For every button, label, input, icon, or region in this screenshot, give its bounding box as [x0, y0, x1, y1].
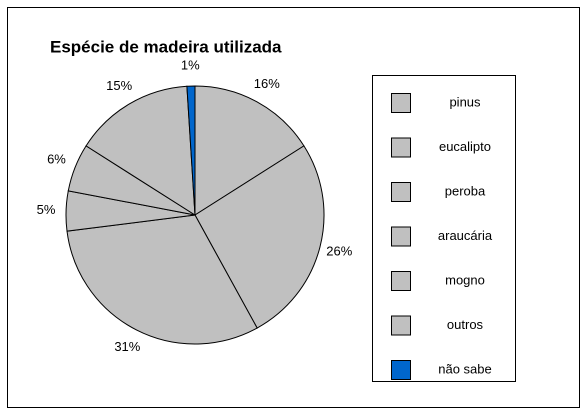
legend-swatch [391, 137, 411, 158]
legend-label: eucalipto [439, 139, 491, 154]
pie-slice [186, 85, 196, 216]
chart-title: Espécie de madeira utilizada [50, 37, 282, 56]
legend-label: outros [447, 317, 484, 332]
pie-slice [194, 145, 325, 329]
legend-swatch [391, 93, 411, 113]
legend-label: pinus [449, 94, 481, 109]
legend-swatch [391, 182, 411, 202]
legend-swatch [391, 315, 411, 336]
data-label: 5% [37, 202, 56, 217]
data-label: 16% [254, 76, 280, 91]
legend-label: peroba [445, 183, 486, 198]
legend-label: mogno [445, 272, 485, 287]
legend-swatch [391, 360, 411, 380]
data-label: 31% [114, 339, 140, 354]
data-label: 1% [181, 58, 200, 73]
data-label: 6% [47, 152, 66, 167]
data-label: 15% [106, 78, 132, 93]
legend-label: araucária [438, 228, 493, 243]
legend-swatch [391, 271, 411, 291]
pie-slice [194, 85, 305, 216]
pie-slice [85, 85, 196, 216]
legend-label: não sabe [438, 361, 492, 376]
pie-slice [66, 214, 258, 345]
data-label: 26% [326, 243, 352, 258]
legend-swatch [391, 226, 411, 247]
